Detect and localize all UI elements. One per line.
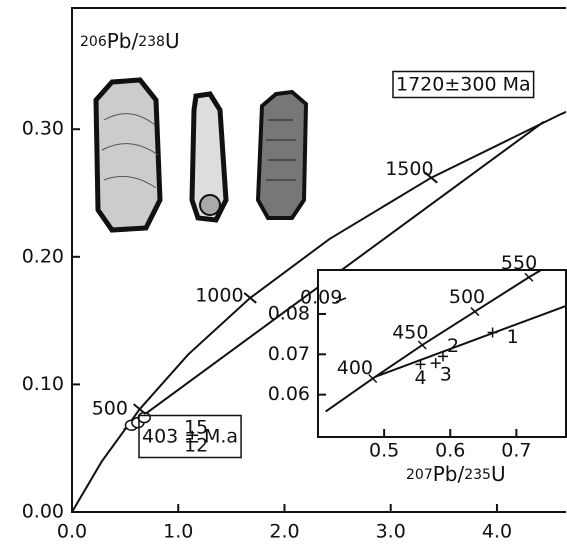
age-label: 500: [449, 286, 485, 308]
x-tick-label: 0.0: [57, 521, 87, 543]
age-label: 1500: [385, 158, 433, 180]
x-axis-label-part: U: [491, 462, 506, 486]
y-tick-label: 0.07: [268, 343, 310, 365]
age-tick: [417, 340, 427, 350]
x-tick-label: 3.0: [376, 521, 406, 543]
point-label: 1: [507, 326, 519, 348]
point-label: 2: [447, 335, 459, 357]
x-axis-label-part: Pb/: [433, 462, 465, 486]
y-axis-label: 206Pb/238U: [80, 29, 180, 53]
inset-frame: [317, 269, 567, 438]
x-tick-label: 4.0: [482, 521, 512, 543]
y-tick-label: 0.20: [22, 245, 64, 267]
main-plot: 0.0 1.0 2.0 3.0 4.00.000.100.200.30206Pb/238…: [22, 7, 566, 543]
lower-intercept-plus: 15: [184, 417, 208, 439]
y-tick-label: 0.30: [22, 118, 64, 140]
discordia: [375, 304, 566, 378]
concordia: [325, 270, 544, 413]
age-tick: [243, 292, 257, 304]
age-tick: [368, 373, 378, 384]
data-point: [437, 351, 448, 362]
age-label: 400: [337, 357, 373, 379]
age-label: 500: [92, 398, 128, 420]
y-tick-label: 0.00: [22, 501, 64, 523]
annotation-tick: [335, 297, 347, 303]
age-label: 1000: [195, 284, 243, 306]
point-label: 3: [440, 364, 452, 386]
axes-frame: [71, 7, 566, 513]
x-tick-label: 1.0: [163, 521, 193, 543]
data-point: [430, 358, 441, 369]
y-axis-label-part: 238: [138, 34, 165, 50]
x-axis-label-part: 207: [406, 467, 433, 483]
age-tick: [524, 272, 534, 282]
data-point: [415, 359, 426, 370]
x-tick-label: 0.5: [369, 440, 399, 462]
age-tick: [424, 171, 438, 184]
age-label: 550: [501, 252, 537, 274]
point-label: 4: [415, 367, 427, 389]
annotation: 0.09: [300, 287, 342, 309]
label-box: [392, 70, 535, 99]
y-tick-label: 0.06: [268, 383, 310, 405]
zircon-drawings: [93, 77, 309, 233]
inset: 0.5 0.6 0.7 0.06 0.07 0.08 1 2 34 207Pb/235U 400 45…: [268, 252, 567, 486]
y-axis-label-part: Pb/: [107, 29, 139, 53]
age-tick: [470, 307, 480, 317]
lower-intercept-unit: M.a: [204, 426, 238, 448]
lower-intercept-age: 403 ±: [142, 426, 200, 448]
upper-intercept-label: 1720±300 Ma: [396, 74, 531, 96]
lower-intercept-minus: 12: [184, 435, 208, 457]
age-label: 450: [392, 322, 428, 344]
x-tick-label: 0.6: [435, 440, 465, 462]
y-tick-label: 0.08: [268, 302, 310, 324]
x-axis-label-part: 235: [464, 467, 491, 483]
label-box: [138, 414, 242, 459]
y-axis-label-part: 206: [80, 34, 107, 50]
y-axis-label-part: U: [165, 29, 180, 53]
age-tick: [133, 403, 147, 415]
plot-area: [325, 270, 566, 413]
data-point: [487, 327, 498, 338]
x-axis-label: 207Pb/235U: [406, 462, 506, 486]
x-tick-label: 2.0: [269, 521, 299, 543]
x-tick-label: 0.7: [501, 440, 531, 462]
y-tick-label: 0.10: [22, 373, 64, 395]
